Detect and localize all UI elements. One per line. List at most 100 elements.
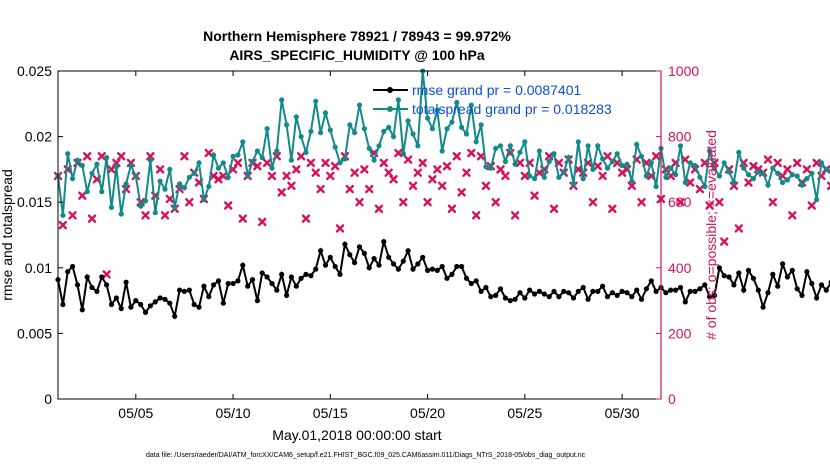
rmse-point <box>108 301 115 308</box>
x-tick-label: 05/30 <box>605 405 640 421</box>
right-axis-label: # of obs: o=possible; ×=evaluated <box>703 130 719 340</box>
obs-evaluated-marker <box>773 158 782 168</box>
totalspread-point <box>327 127 333 133</box>
left-tick-label: 0.01 <box>25 260 52 276</box>
rmse-point <box>454 263 460 270</box>
x-tick-label: 05/05 <box>118 405 153 421</box>
totalspread-point <box>780 179 786 186</box>
totalspread-point <box>823 166 829 172</box>
rmse-point <box>74 282 81 288</box>
rmse-point <box>648 278 654 284</box>
rmse-point <box>745 267 752 273</box>
obs-evaluated-marker <box>491 198 500 207</box>
rmse-point <box>89 284 95 291</box>
rmse-point <box>692 288 698 294</box>
totalspread-point <box>269 165 275 171</box>
rmse-point <box>736 270 742 276</box>
totalspread-point <box>580 176 586 182</box>
rmse-point <box>775 283 781 289</box>
rmse-point <box>113 295 119 301</box>
data-file-footer: data file: /Users/raeder/DAI/ATM_forcXX/… <box>146 452 586 459</box>
legend: rmse grand pr = 0.0087401 totalspread gr… <box>373 82 612 117</box>
rmse-point <box>604 294 611 300</box>
rmse-point <box>177 287 183 293</box>
plot-area <box>58 71 661 399</box>
obs-evaluated-marker <box>763 155 773 164</box>
rmse-point <box>493 292 499 298</box>
rmse-point <box>449 271 455 277</box>
totalspread-point <box>668 165 674 171</box>
totalspread-point <box>308 128 314 134</box>
totalspread-point <box>177 181 183 187</box>
obs-evaluated-marker <box>720 237 729 246</box>
obs-evaluated-marker <box>827 181 830 190</box>
obs-evaluated-marker <box>705 201 714 210</box>
obs-evaluated-marker <box>452 152 461 161</box>
totalspread-point <box>240 139 246 145</box>
totalspread-point <box>186 174 192 180</box>
rmse-point <box>697 286 703 292</box>
legend-spread-marker <box>387 106 393 112</box>
totalspread-point <box>570 181 577 187</box>
totalspread-point <box>147 157 153 163</box>
obs-evaluated-marker <box>102 270 111 279</box>
obs-evaluated-marker <box>812 158 821 168</box>
left-axis-ticks: 0 0.005 0.01 0.015 0.02 0.025 <box>17 63 63 407</box>
obs-evaluated-marker <box>501 171 510 181</box>
totalspread-point <box>794 173 800 179</box>
obs-evaluated-marker <box>715 198 724 207</box>
rmse-point <box>809 280 815 287</box>
rmse-point <box>279 271 285 277</box>
obs-evaluated-marker <box>676 198 685 207</box>
totalspread-point <box>89 170 95 176</box>
obs-evaluated-marker <box>476 152 486 161</box>
rmse-point <box>541 291 547 297</box>
obs-evaluated-marker <box>355 198 364 207</box>
totalspread-point <box>463 131 470 137</box>
rmse-point <box>133 298 139 304</box>
obs-evaluated-marker <box>141 211 150 220</box>
obs-evaluated-marker <box>87 214 97 223</box>
obs-evaluated-marker <box>277 188 286 197</box>
rmse-point <box>590 288 596 294</box>
obs-evaluated-marker <box>107 165 116 174</box>
totalspread-point <box>259 155 265 161</box>
chart-subtitle: AIRS_SPECIFIC_HUMIDITY @ 100 hPa <box>229 47 485 63</box>
obs-evaluated-marker <box>204 148 213 158</box>
totalspread-point <box>390 134 397 140</box>
totalspread-point <box>459 124 465 130</box>
rmse-point <box>172 313 178 319</box>
rmse-point <box>532 291 538 297</box>
obs-evaluated-marker <box>408 181 418 190</box>
totalspread-point <box>473 139 479 145</box>
rmse-point <box>760 304 766 310</box>
obs-evaluated-marker <box>608 204 617 213</box>
totalspread-point <box>429 126 435 132</box>
totalspread-point <box>371 157 377 163</box>
totalspread-point <box>804 176 810 182</box>
obs-evaluated-marker <box>481 181 491 190</box>
totalspread-point <box>230 153 236 159</box>
left-tick-label: 0.015 <box>17 194 52 210</box>
totalspread-point <box>765 182 771 188</box>
rmse-point <box>566 290 572 296</box>
obs-evaluated-marker <box>442 161 452 171</box>
totalspread-point <box>522 139 528 145</box>
rmse-point <box>765 290 771 296</box>
rmse-point <box>522 295 528 301</box>
obs-evaluated-marker <box>330 161 340 171</box>
obs-evaluated-marker <box>637 198 646 207</box>
totalspread-point <box>99 189 105 195</box>
obs-evaluated-marker <box>651 152 661 161</box>
totalspread-point <box>692 162 698 169</box>
rmse-point <box>770 271 776 277</box>
obs-evaluated-marker <box>321 158 330 168</box>
totalspread-point <box>249 158 256 165</box>
totalspread-point <box>425 115 431 121</box>
rmse-point <box>814 295 820 301</box>
rmse-point <box>794 286 800 292</box>
obs-evaluated-marker <box>457 188 466 197</box>
totalspread-point <box>449 119 455 125</box>
rmse-point <box>488 294 494 300</box>
